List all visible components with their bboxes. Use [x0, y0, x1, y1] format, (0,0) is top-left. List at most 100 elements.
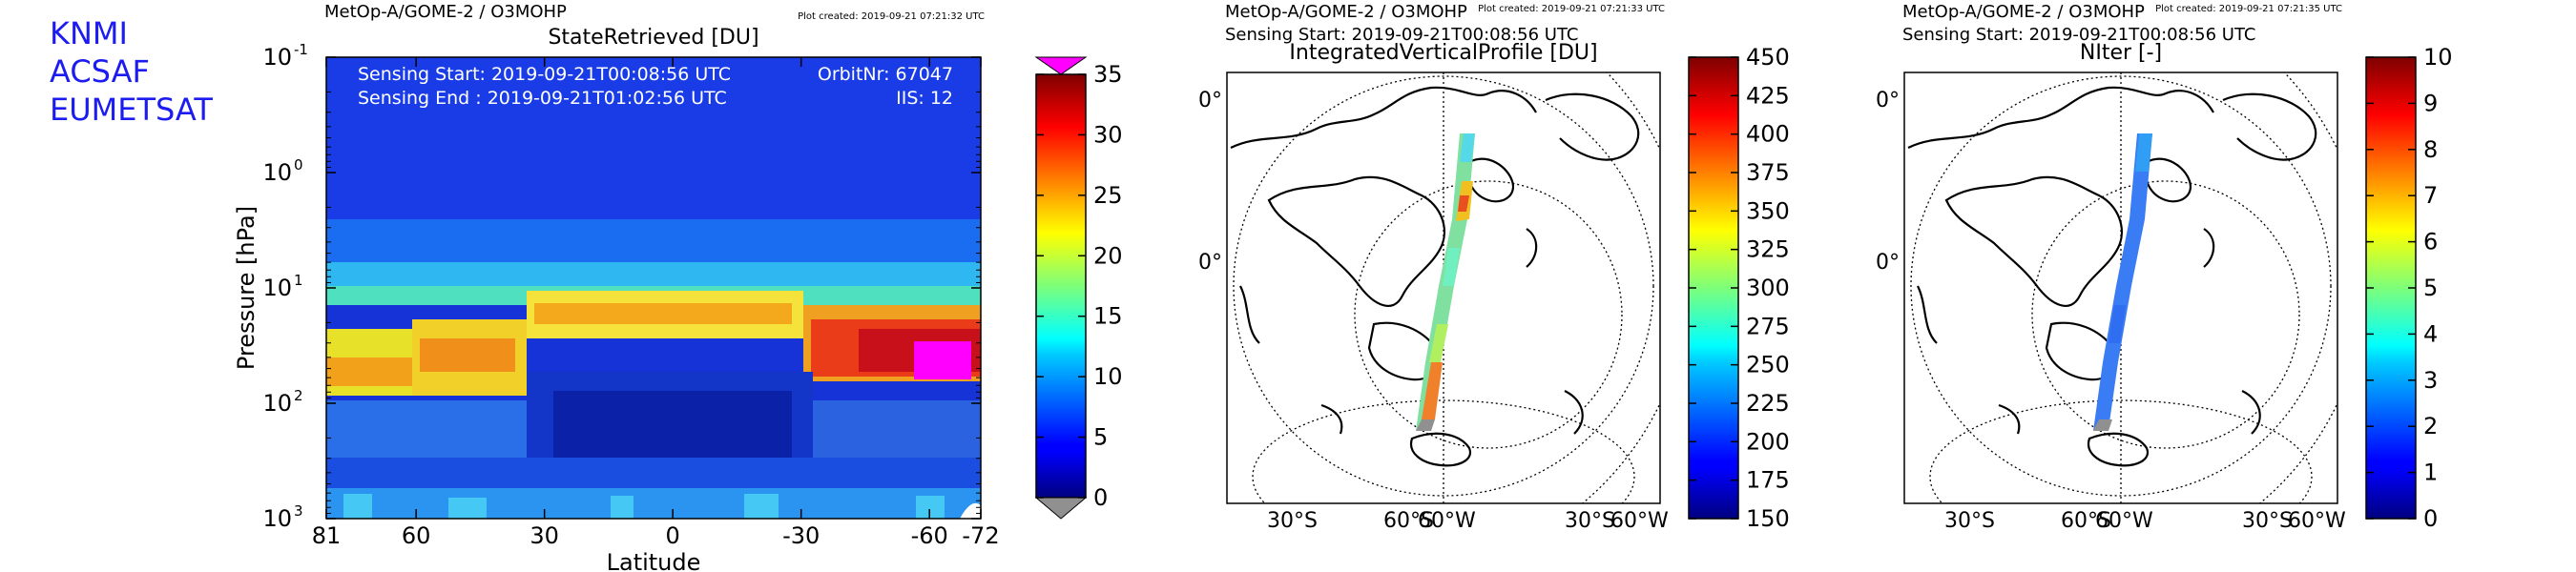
colorbar-tick-label: 0 [2423, 505, 2438, 532]
map1-coastlines [1230, 86, 1640, 467]
logo-acsaf: ACSAF [50, 53, 150, 90]
heatmap-y-label: Pressure [hPa] [233, 206, 260, 370]
map-panel-niter: MetOp-A/GOME-2 / O3MOHP Sensing Start: 2… [1876, 2, 2453, 533]
panel2-header: MetOp-A/GOME-2 / O3MOHP [1225, 2, 1467, 22]
map2-lon-label-3: 60°W [2095, 509, 2153, 533]
colorbar-tick-label: 9 [2423, 90, 2438, 116]
colorbar-tick-label: 225 [1746, 390, 1790, 417]
colorbar-tick-label: 8 [2423, 136, 2438, 163]
colorbar-tick-label: 4 [2423, 320, 2438, 347]
colorbar-tick-label: 10 [2423, 44, 2453, 71]
colorbar-tick-label: 175 [1746, 467, 1790, 494]
colorbar-tick-label: 5 [1093, 424, 1108, 451]
x-tick-label: -72 [962, 522, 999, 549]
map1-lon-label-5: 60°W [1610, 509, 1669, 533]
x-tick-label: 81 [312, 522, 342, 549]
y-tick-label: 10 [262, 275, 292, 301]
map2-graticule [1910, 72, 2337, 503]
colorbar1-under-triangle [1034, 497, 1088, 520]
map1-lon-label-3: 60°W [1418, 509, 1476, 533]
map2-lon-label-1: 30°S [1944, 509, 1995, 533]
colorbar-tick-label: 300 [1746, 275, 1790, 301]
map1-swath-tropics [1443, 248, 1460, 286]
map1-lon-label-2: 60°S [1383, 509, 1434, 533]
colorbar-tick-label: 400 [1746, 121, 1790, 148]
colorbar-tick-label: 2 [2423, 413, 2438, 439]
map1-lat-label-1: 0° [1198, 89, 1222, 112]
map2-coastlines [1907, 86, 2317, 467]
map2-swath-mid [2109, 305, 2126, 343]
y-tick-exponent: -1 [294, 41, 308, 58]
map-panel-du: MetOp-A/GOME-2 / O3MOHP Sensing Start: 2… [1198, 2, 1790, 533]
colorbar-tick-label: 7 [2423, 182, 2438, 209]
logo-eumetsat: EUMETSAT [50, 92, 213, 128]
heatmap-sensing-start: Sensing Start: 2019-09-21T00:08:56 UTC [358, 64, 731, 85]
map2-lon-label-2: 60°S [2061, 509, 2111, 533]
panel3-header: MetOp-A/GOME-2 / O3MOHP [1902, 2, 2145, 22]
colorbar-tick-label: 325 [1746, 236, 1790, 263]
colorbar2-body [1688, 56, 1739, 520]
colorbar-tick-label: 200 [1746, 428, 1790, 455]
map2-lon-label-4: 30°S [2242, 509, 2293, 533]
x-tick-label: 0 [666, 522, 680, 549]
heatmap-x-axis: 81 60 30 0 -30 -60 -72 [312, 57, 1000, 549]
colorbar1-over-triangle [1034, 56, 1088, 75]
heatmap-x-label: Latitude [607, 549, 701, 572]
map1-swath-north [1460, 133, 1475, 162]
y-tick-exponent: 0 [294, 156, 303, 174]
colorbar1-body [1035, 73, 1087, 499]
map2-area [1904, 72, 2337, 503]
x-tick-label: 60 [402, 522, 431, 549]
x-tick-label: -60 [911, 522, 948, 549]
colorbar-tick-label: 25 [1093, 182, 1123, 209]
y-tick-exponent: 1 [294, 272, 303, 289]
y-tick-label: 10 [262, 390, 292, 417]
map1-lon-label-4: 30°S [1565, 509, 1615, 533]
y-tick-exponent: 3 [294, 502, 303, 520]
heatmap-orbit-number: OrbitNr: 67047 [818, 64, 953, 85]
colorbar-tick-label: 350 [1746, 197, 1790, 224]
map2-lat-label-2: 0° [1876, 251, 1900, 275]
map2-lat-label-1: 0° [1876, 89, 1900, 112]
logo-knmi: KNMI [50, 15, 128, 51]
colorbar-tick-label: 150 [1746, 505, 1790, 532]
colorbar-tick-label: 5 [2423, 275, 2438, 301]
panel3-plot-created: Plot created: 2019-09-21 07:21:35 UTC [2155, 4, 2342, 14]
panel3-title: NIter [-] [2080, 41, 2162, 65]
y-tick-label: 10 [262, 44, 292, 71]
panel3-sensing-start: Sensing Start: 2019-09-21T00:08:56 UTC [1902, 25, 2255, 45]
panel1-header: MetOp-A/GOME-2 / O3MOHP [324, 2, 567, 22]
heatmap-field [326, 57, 981, 519]
map1-lat-label-2: 0° [1198, 251, 1222, 275]
colorbar-tick-label: 275 [1746, 313, 1790, 339]
map2-swath-undef [2093, 419, 2112, 431]
colorbar-tick-label: 375 [1746, 159, 1790, 186]
colorbar-tick-label: 35 [1093, 61, 1123, 88]
heatmap-panel: MetOp-A/GOME-2 / O3MOHP Plot created: 20… [233, 2, 1123, 572]
map2-lon-label-5: 60°W [2288, 509, 2346, 533]
map2-frame [1903, 72, 2338, 504]
map1-swath-antarctic [1422, 362, 1443, 419]
y-tick-exponent: 2 [294, 387, 303, 404]
panel2-title: IntegratedVerticalProfile [DU] [1289, 41, 1597, 65]
colorbar-tick-label: 250 [1746, 352, 1790, 378]
y-tick-label: 10 [262, 505, 292, 532]
colorbar1-ticks: 0 5 10 15 20 25 30 35 [1036, 61, 1123, 511]
heatmap-iis: IIS: 12 [896, 88, 953, 109]
colorbar-tick-label: 20 [1093, 242, 1123, 269]
colorbar3-ticks: 0 1 2 3 4 5 6 7 8 9 10 [2366, 44, 2453, 532]
map1-swath-peak [1458, 195, 1469, 212]
x-tick-label: -30 [782, 522, 820, 549]
colorbar2-ticks: 150 175 200 225 250 275 300 325 350 375 400 425 450 [1689, 44, 1790, 532]
colorbar-tick-label: 10 [1093, 363, 1123, 390]
colorbar-tick-label: 450 [1746, 44, 1790, 71]
x-tick-label: 30 [530, 522, 559, 549]
map2-swath-base [2093, 133, 2152, 431]
map1-swath-south [1429, 324, 1448, 362]
panel2-plot-created: Plot created: 2019-09-21 07:21:33 UTC [1478, 4, 1665, 14]
colorbar-tick-label: 6 [2423, 229, 2438, 255]
heatmap-sensing-end: Sensing End : 2019-09-21T01:02:56 UTC [358, 88, 727, 109]
map1-frame [1226, 72, 1661, 504]
